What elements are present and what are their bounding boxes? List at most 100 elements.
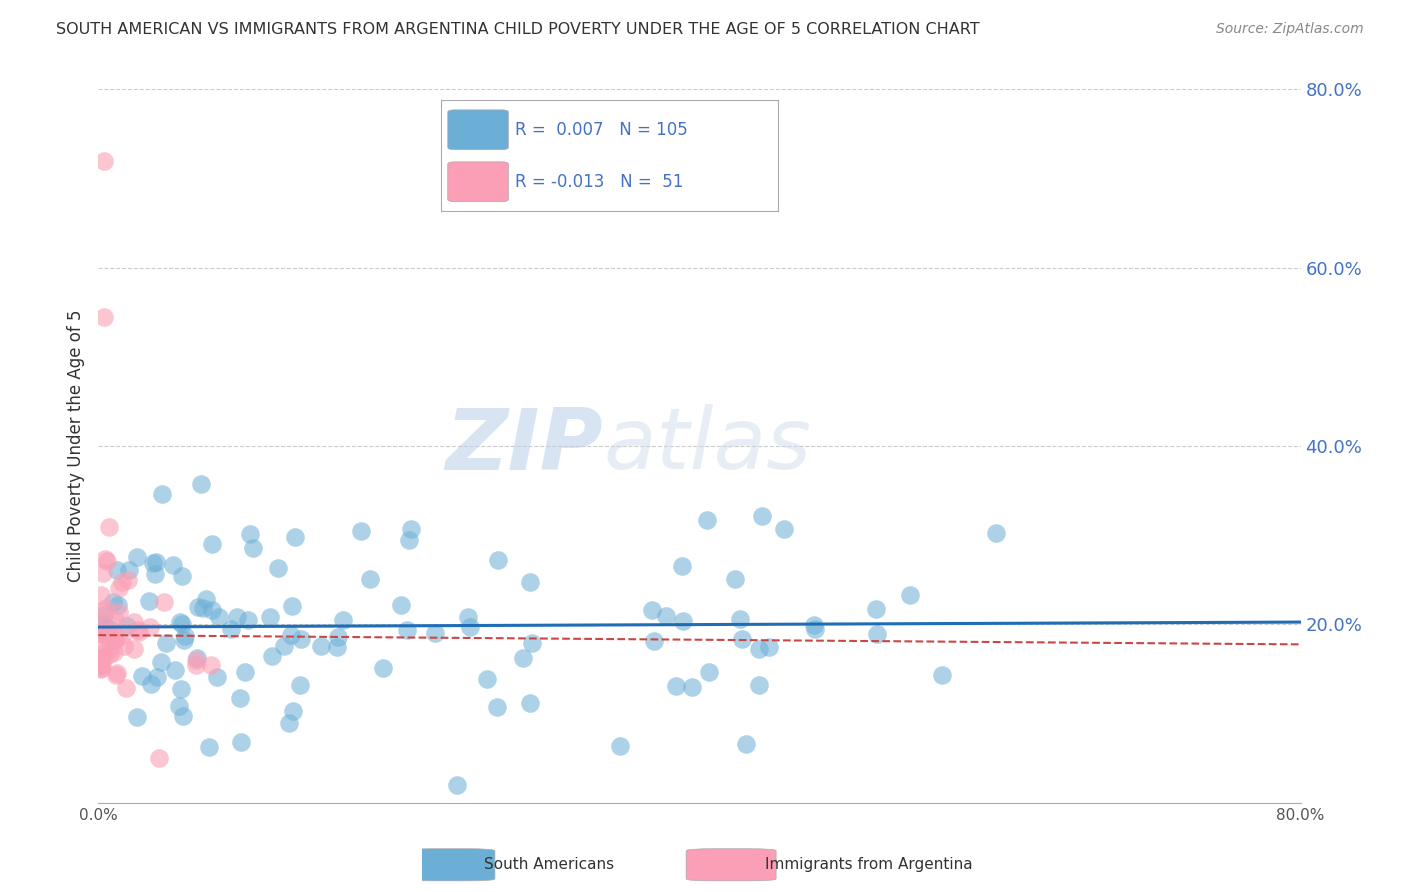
- Point: [89, 658, 111, 673]
- Point: [458, 620, 481, 634]
- Point: [90, 650, 112, 665]
- Point: [131, 668, 153, 682]
- FancyBboxPatch shape: [405, 849, 495, 881]
- Point: [423, 626, 446, 640]
- Point: [200, 657, 222, 672]
- Point: [280, 628, 302, 642]
- Point: [117, 618, 139, 632]
- Point: [142, 556, 165, 570]
- Point: [93, 566, 115, 580]
- Point: [643, 634, 665, 648]
- Point: [866, 627, 889, 641]
- Point: [139, 620, 162, 634]
- Point: [475, 673, 498, 687]
- Text: Source: ZipAtlas.com: Source: ZipAtlas.com: [1216, 22, 1364, 37]
- Point: [105, 614, 128, 628]
- Point: [229, 735, 252, 749]
- Point: [398, 533, 420, 547]
- Point: [485, 700, 508, 714]
- Point: [143, 567, 166, 582]
- Point: [139, 676, 162, 690]
- Point: [697, 665, 720, 679]
- Point: [804, 622, 827, 636]
- Point: [91, 625, 114, 640]
- Point: [105, 563, 128, 577]
- Point: [641, 603, 664, 617]
- Point: [332, 613, 354, 627]
- Point: [273, 639, 295, 653]
- Point: [734, 737, 756, 751]
- Point: [162, 558, 184, 573]
- Point: [118, 563, 141, 577]
- Point: [728, 612, 751, 626]
- Point: [90, 651, 112, 665]
- Point: [665, 679, 688, 693]
- Point: [201, 537, 224, 551]
- Point: [101, 623, 124, 637]
- Point: [167, 698, 190, 713]
- Point: [519, 574, 541, 589]
- Point: [512, 650, 534, 665]
- Point: [758, 640, 780, 654]
- Point: [671, 559, 693, 574]
- Point: [127, 709, 149, 723]
- Point: [128, 624, 150, 639]
- Point: [103, 644, 125, 658]
- Point: [101, 595, 124, 609]
- Point: [105, 665, 128, 680]
- Point: [730, 632, 752, 646]
- Point: [260, 648, 283, 663]
- Point: [519, 696, 541, 710]
- Point: [174, 629, 197, 643]
- Point: [97, 642, 120, 657]
- Point: [288, 678, 311, 692]
- Point: [93, 551, 115, 566]
- Point: [446, 778, 468, 792]
- Point: [520, 636, 543, 650]
- Point: [724, 572, 747, 586]
- Point: [97, 621, 120, 635]
- Point: [184, 653, 207, 667]
- Point: [152, 595, 174, 609]
- Point: [104, 632, 127, 647]
- FancyBboxPatch shape: [686, 849, 776, 881]
- Point: [103, 632, 125, 647]
- Point: [486, 553, 509, 567]
- Point: [91, 646, 114, 660]
- Point: [751, 509, 773, 524]
- Point: [226, 610, 249, 624]
- Point: [655, 609, 678, 624]
- Point: [672, 614, 695, 628]
- Point: [138, 594, 160, 608]
- Point: [146, 670, 169, 684]
- Text: ZIP: ZIP: [446, 404, 603, 488]
- Point: [229, 690, 252, 705]
- Point: [865, 601, 887, 615]
- Point: [91, 617, 114, 632]
- Point: [90, 588, 112, 602]
- Point: [169, 615, 191, 629]
- Point: [91, 604, 114, 618]
- Point: [235, 665, 257, 679]
- Point: [96, 601, 118, 615]
- Point: [259, 609, 281, 624]
- Point: [278, 716, 301, 731]
- Point: [290, 632, 312, 647]
- Point: [328, 631, 350, 645]
- Text: South Americans: South Americans: [484, 857, 614, 872]
- Point: [325, 640, 347, 654]
- Point: [122, 642, 145, 657]
- Point: [931, 668, 953, 682]
- Point: [105, 668, 128, 682]
- Point: [205, 670, 228, 684]
- Point: [170, 617, 193, 632]
- Point: [108, 605, 131, 619]
- Point: [155, 636, 177, 650]
- Point: [773, 522, 796, 536]
- Point: [986, 525, 1008, 540]
- Point: [239, 526, 262, 541]
- Point: [111, 575, 134, 590]
- Point: [681, 680, 703, 694]
- Text: atlas: atlas: [603, 404, 811, 488]
- Point: [93, 153, 115, 168]
